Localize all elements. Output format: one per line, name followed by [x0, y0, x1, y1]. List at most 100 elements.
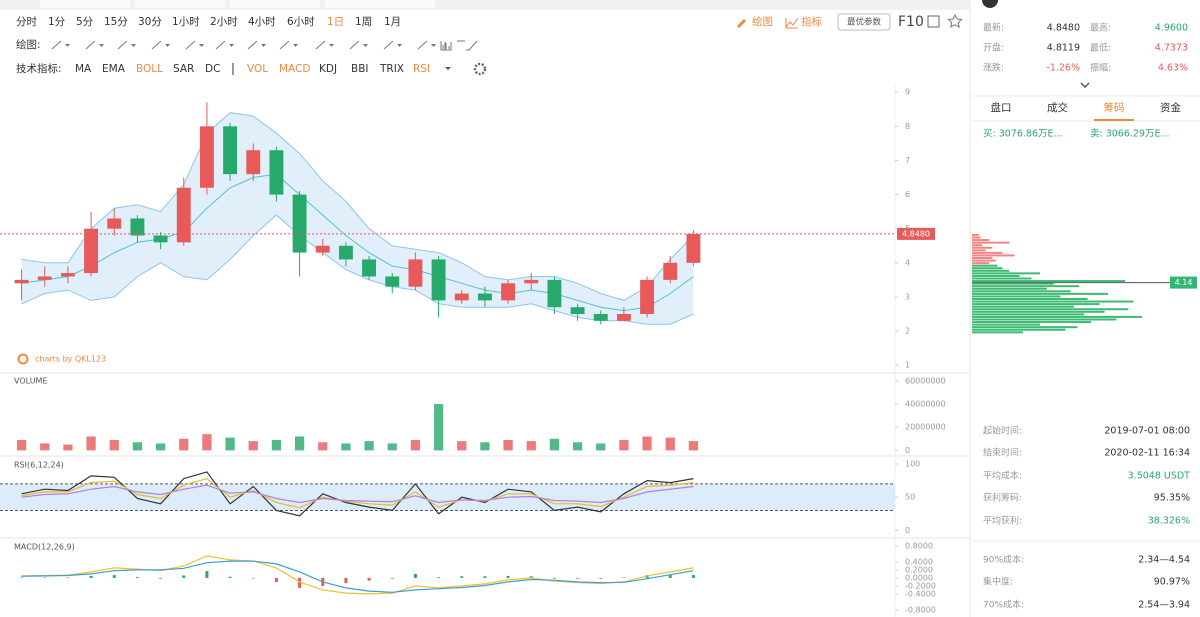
chip-bar: [972, 305, 1074, 308]
buy-amount: 买: 3076.86万E...: [983, 129, 1063, 140]
draw-tool-icon[interactable]: [417, 40, 428, 50]
panel-tab[interactable]: 资金: [1160, 101, 1182, 114]
chip-bar: [972, 313, 1085, 316]
y-tick-label: 3: [905, 292, 910, 301]
draw-tool-icon[interactable]: [349, 40, 360, 50]
draw-tool-caret[interactable]: [329, 44, 334, 47]
draw-tool-icon[interactable]: [383, 40, 394, 50]
draw-button[interactable]: 绘图: [752, 15, 773, 28]
stat-label: 70%成本:: [983, 599, 1024, 611]
candle-body: [640, 279, 655, 314]
draw-tool-caret[interactable]: [431, 44, 436, 47]
timeframe[interactable]: 15分: [104, 16, 128, 28]
draw-tool-icon[interactable]: [51, 40, 62, 50]
chip-bar: [972, 272, 1040, 275]
y-tick-label: 0.8000: [905, 541, 933, 550]
volume-bar: [665, 437, 675, 451]
draw-tool-caret[interactable]: [131, 44, 136, 47]
draw-tool-icon[interactable]: [151, 40, 162, 50]
expand-chevron[interactable]: [1080, 82, 1090, 89]
timeframe[interactable]: 1分: [48, 16, 66, 28]
settings-icon[interactable]: [473, 62, 487, 76]
indicator[interactable]: RSI: [413, 63, 430, 75]
panel-tab[interactable]: 筹码: [1104, 101, 1125, 114]
stat-value: 2.34—4.54: [1138, 555, 1190, 566]
indicator[interactable]: MA: [75, 63, 92, 75]
macd-bar: [506, 575, 510, 578]
timeframe[interactable]: 4小时: [248, 16, 276, 28]
draw-tool-icon[interactable]: [247, 40, 258, 50]
timeframe[interactable]: 5分: [76, 16, 94, 28]
macd-bar: [483, 576, 487, 578]
timeframe[interactable]: 6小时: [287, 16, 315, 28]
draw-tool-caret[interactable]: [199, 44, 204, 47]
timeframe[interactable]: 1周: [355, 16, 372, 28]
timeframe[interactable]: 30分: [138, 16, 162, 28]
indicator[interactable]: KDJ: [319, 63, 337, 75]
draw-tool-caret[interactable]: [261, 44, 266, 47]
chip-bar: [972, 328, 1066, 331]
timeframe[interactable]: 分时: [16, 16, 37, 28]
indicator[interactable]: MACD: [279, 63, 310, 75]
draw-tool-caret[interactable]: [229, 44, 234, 47]
indicator[interactable]: BBI: [351, 63, 369, 75]
volume-bar: [387, 443, 397, 451]
top-strip: [0, 0, 970, 10]
indicator[interactable]: TRIX: [379, 63, 404, 75]
timeframe[interactable]: 2小时: [210, 16, 238, 28]
macd-bar: [43, 577, 47, 579]
candle-body: [593, 314, 608, 321]
draw-tool-caret[interactable]: [165, 44, 170, 47]
draw-tool-icon[interactable]: [315, 40, 326, 50]
indicator[interactable]: VOL: [247, 63, 268, 75]
timeframe[interactable]: 1小时: [172, 16, 200, 28]
chip-bar: [972, 321, 1091, 324]
draw-tool-icon[interactable]: [466, 40, 478, 51]
draw-tool-icon[interactable]: [117, 40, 128, 50]
fullscreen-icon[interactable]: [927, 15, 940, 28]
indicator[interactable]: BOLL: [136, 63, 163, 75]
candle-body: [547, 279, 562, 308]
star-icon[interactable]: [947, 13, 963, 28]
stat-label: 平均获利:: [983, 515, 1022, 527]
indicator[interactable]: EMA: [102, 63, 126, 75]
indicator-button[interactable]: 指标: [801, 15, 822, 28]
boll-upper: [21, 112, 694, 301]
timeframe[interactable]: 1日: [327, 16, 344, 28]
y-tick-label: 7: [905, 156, 910, 165]
chip-bar: [972, 249, 986, 252]
candle-body: [199, 126, 214, 188]
optimize-box[interactable]: [837, 13, 891, 31]
draw-tool-icon[interactable]: [279, 40, 290, 50]
y-tick-label: -0.2000: [905, 581, 936, 590]
draw-tool-caret[interactable]: [99, 44, 104, 47]
panel-tab[interactable]: 盘口: [991, 101, 1012, 114]
draw-tool-caret[interactable]: [397, 44, 402, 47]
macd-bar: [89, 575, 93, 578]
y-tick-label: -0.4000: [905, 589, 936, 598]
volume-bar: [457, 441, 467, 451]
draw-tool-icon[interactable]: [185, 40, 196, 50]
macd-bar: [529, 576, 533, 578]
candle-body: [14, 279, 29, 284]
stat-label: 起始时间:: [983, 425, 1022, 437]
draw-tool-caret[interactable]: [293, 44, 298, 47]
draw-tool-caret[interactable]: [65, 44, 70, 47]
indicator[interactable]: DC: [205, 63, 220, 75]
draw-tool-icon[interactable]: [444, 40, 465, 51]
draw-tool-icon[interactable]: [215, 40, 226, 50]
draw-tool-caret[interactable]: [363, 44, 368, 47]
f10-button[interactable]: F10: [898, 14, 924, 30]
y-tick-label: 60000000: [905, 376, 946, 385]
timeframe[interactable]: 1月: [384, 16, 401, 28]
more-caret[interactable]: [445, 67, 451, 70]
draw-tool-icon[interactable]: [440, 41, 450, 51]
macd-bar: [274, 577, 278, 582]
optimize-button[interactable]: 最优参数: [847, 17, 882, 28]
chip-bar: [972, 236, 981, 239]
draw-tool-icon[interactable]: [85, 40, 96, 50]
panel-tab[interactable]: 成交: [1047, 101, 1069, 114]
candle-body: [37, 276, 52, 280]
indicator[interactable]: SAR: [173, 63, 194, 75]
macd-bar: [691, 575, 695, 578]
